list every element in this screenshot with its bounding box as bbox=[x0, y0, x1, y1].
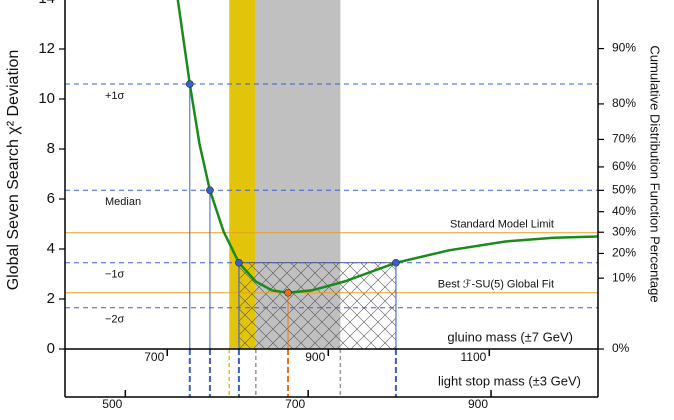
y2-tick-label: 40% bbox=[612, 204, 636, 218]
y2-tick-label: 80% bbox=[612, 96, 636, 110]
reference-label: +1σ bbox=[105, 90, 125, 102]
y-tick-label: 10 bbox=[38, 90, 55, 107]
reference-label: −1σ bbox=[105, 269, 125, 281]
y2-tick-label: 60% bbox=[612, 159, 636, 173]
y2-tick-label: 50% bbox=[612, 183, 636, 197]
y2-tick-label: 90% bbox=[612, 41, 636, 55]
y-axis-label: Global Seven Search χ² Deviation bbox=[5, 50, 22, 291]
y-tick-label: 8 bbox=[47, 140, 55, 157]
x2-tick-label: 500 bbox=[102, 397, 122, 411]
x2-tick-label: 900 bbox=[468, 397, 488, 411]
y2-tick-label: 70% bbox=[612, 132, 636, 146]
x2-axis-label: light stop mass (±3 GeV) bbox=[438, 373, 581, 388]
y2-tick-label: 0% bbox=[612, 341, 630, 355]
y-tick-label: 12 bbox=[38, 40, 55, 57]
point bbox=[206, 186, 214, 195]
x-tick-label: 900 bbox=[305, 350, 325, 364]
y2-tick-label: 10% bbox=[612, 270, 636, 284]
y2-axis-label: Cumulative Distribution Function Percent… bbox=[648, 45, 663, 302]
point bbox=[185, 80, 194, 88]
y2-tick-label: 20% bbox=[612, 246, 636, 260]
point bbox=[235, 258, 243, 267]
y-tick-label: 0 bbox=[47, 340, 55, 357]
x-tick-label: 700 bbox=[144, 350, 164, 364]
reference-label: Standard Model Limit bbox=[450, 219, 554, 231]
y-tick-label: 14 bbox=[38, 0, 55, 7]
x-tick-label: 1100 bbox=[460, 350, 486, 364]
y-tick-label: 2 bbox=[47, 290, 55, 307]
hatched-region bbox=[238, 262, 397, 350]
y2-tick-label: 30% bbox=[612, 224, 636, 238]
y-tick-label: 4 bbox=[47, 240, 55, 257]
curve bbox=[176, 0, 599, 295]
point bbox=[284, 288, 292, 297]
reference-label: Best ℱ-SU(5) Global Fit bbox=[438, 279, 554, 291]
point bbox=[392, 258, 400, 267]
reference-label: Median bbox=[105, 196, 141, 208]
y-tick-label: 6 bbox=[47, 190, 55, 207]
x-axis-label: gluino mass (±7 GeV) bbox=[447, 329, 573, 344]
reference-label: −2σ bbox=[105, 314, 125, 326]
x2-tick-label: 700 bbox=[285, 397, 305, 411]
